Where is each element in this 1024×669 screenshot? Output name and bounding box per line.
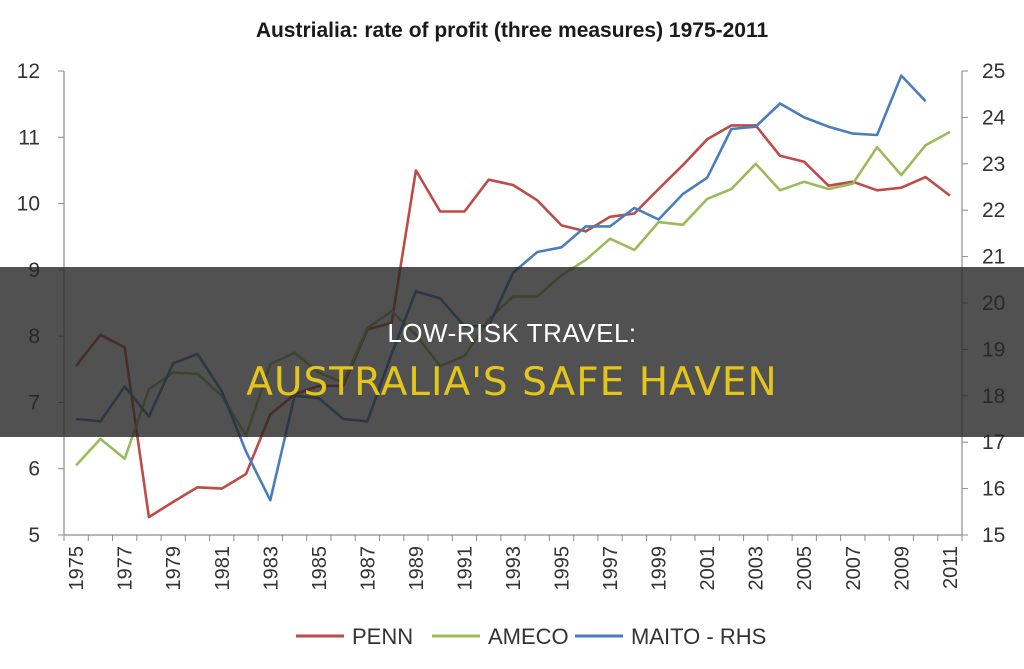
banner-subtitle: LOW-RISK TRAVEL: [387,318,637,348]
y-right-tick-label: 24 [982,106,1006,129]
x-tick-label: 2007 [843,546,865,591]
legend-label-ameco: AMECO [488,624,569,649]
x-tick-label: 1999 [649,546,671,591]
title-banner [0,267,1024,437]
y-right-tick-label: 22 [982,199,1005,222]
x-tick-label: 1997 [600,546,622,591]
x-tick-label: 2011 [940,546,962,589]
x-tick-label: 1977 [115,546,137,591]
y-left-tick-label: 11 [18,126,40,149]
x-tick-label: 1993 [503,546,525,591]
x-tick-label: 1975 [66,546,88,591]
legend-label-maito-rhs: MAITO - RHS [631,624,766,649]
x-tick-label: 1987 [357,546,379,591]
y-left-tick-label: 6 [28,458,40,481]
x-tick-label: 1979 [163,546,185,591]
x-tick-label: 1981 [212,546,234,591]
chart-title: Austrialia: rate of profit (three measur… [256,19,769,42]
x-tick-label: 2005 [794,546,816,591]
legend-label-penn: PENN [352,624,413,649]
y-left-tick-label: 10 [17,193,40,216]
y-left-tick-label: 5 [28,524,40,547]
x-tick-label: 2003 [746,546,768,591]
x-tick-label: 1985 [309,546,331,591]
x-tick-label: 2001 [697,546,719,591]
y-right-tick-label: 23 [982,153,1005,176]
banner-title: AUSTRALIA'S SAFE HAVEN [246,360,778,405]
x-tick-label: 2009 [891,546,913,591]
y-right-tick-label: 21 [982,246,1005,269]
y-right-tick-label: 16 [982,478,1005,501]
x-tick-label: 1989 [406,546,428,591]
series-line-penn [75,124,951,519]
x-tick-label: 1995 [552,546,574,591]
x-tick-label: 1983 [260,546,282,591]
x-tick-label: 1991 [454,546,476,591]
y-left-tick-label: 12 [17,60,40,83]
y-right-tick-label: 15 [982,524,1005,547]
y-right-tick-label: 25 [982,60,1005,83]
chart-legend: PENN AMECO MAITO - RHS [296,624,766,649]
